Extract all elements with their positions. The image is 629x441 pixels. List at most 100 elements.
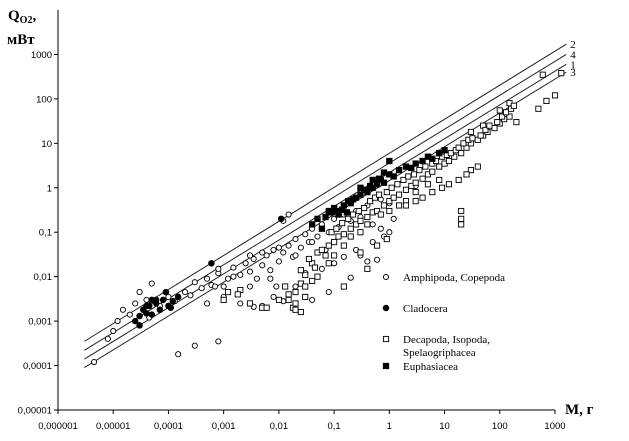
y-tick-label: 1 bbox=[47, 183, 52, 194]
y-tick-label: 0,01 bbox=[34, 272, 53, 283]
y-ticks: 0,00001 0,0001 0,001 0,01 0,1 1 10 100 1000 bbox=[18, 50, 58, 417]
series-1 bbox=[131, 215, 285, 329]
data-point bbox=[224, 275, 232, 282]
data-point bbox=[314, 215, 321, 222]
data-point bbox=[369, 176, 376, 184]
data-point bbox=[499, 113, 506, 120]
data-point bbox=[110, 327, 117, 335]
data-point bbox=[438, 184, 446, 191]
data-point bbox=[246, 252, 254, 259]
data-point bbox=[474, 163, 481, 170]
data-point bbox=[386, 229, 393, 236]
data-point bbox=[273, 283, 280, 290]
data-point bbox=[322, 213, 329, 221]
regression-line-label: 1 bbox=[570, 59, 576, 71]
data-point bbox=[203, 275, 211, 282]
data-point bbox=[159, 296, 167, 304]
data-point bbox=[136, 322, 143, 329]
data-point bbox=[361, 186, 368, 193]
data-point bbox=[390, 194, 397, 201]
data-point bbox=[374, 242, 381, 249]
data-point bbox=[419, 157, 426, 165]
data-point bbox=[215, 338, 222, 345]
data-point bbox=[182, 289, 189, 296]
series-3 bbox=[308, 147, 448, 232]
data-point bbox=[259, 249, 266, 256]
legend-marker bbox=[382, 335, 390, 343]
y-tick-label: 0,00001 bbox=[18, 406, 52, 417]
data-point bbox=[331, 239, 338, 246]
data-point bbox=[482, 126, 489, 134]
data-point bbox=[270, 293, 277, 300]
legend-label: Euphasiacea bbox=[403, 361, 458, 373]
data-point bbox=[259, 262, 266, 269]
data-point bbox=[386, 207, 393, 215]
data-point bbox=[377, 211, 384, 218]
y-axis-title: QO2, bbox=[8, 8, 36, 26]
x-tick-label: 0,0001 bbox=[154, 421, 183, 432]
data-point bbox=[167, 304, 174, 311]
y-tick-label: 100 bbox=[36, 94, 52, 105]
data-point bbox=[318, 225, 326, 232]
data-point bbox=[297, 244, 304, 251]
data-point bbox=[377, 225, 384, 232]
data-point bbox=[458, 215, 465, 222]
data-point bbox=[349, 211, 357, 218]
data-point bbox=[114, 318, 121, 325]
data-point bbox=[380, 179, 388, 186]
data-point bbox=[119, 306, 126, 313]
data-point bbox=[198, 285, 205, 292]
data-point bbox=[285, 291, 292, 298]
data-point bbox=[396, 191, 403, 198]
data-point bbox=[203, 300, 211, 307]
data-point bbox=[357, 249, 364, 256]
legend-label: Cladocera bbox=[403, 303, 448, 315]
data-point bbox=[340, 231, 347, 238]
data-point bbox=[230, 264, 237, 271]
data-point bbox=[458, 221, 465, 228]
data-point bbox=[325, 242, 332, 249]
data-point bbox=[318, 265, 325, 272]
data-point bbox=[369, 239, 376, 246]
data-point bbox=[369, 221, 376, 228]
data-point bbox=[355, 207, 362, 215]
data-point bbox=[402, 202, 410, 209]
regression-line-1 bbox=[84, 63, 567, 360]
data-point bbox=[345, 215, 352, 222]
data-point bbox=[543, 97, 550, 104]
data-point bbox=[469, 135, 476, 142]
data-point bbox=[395, 166, 403, 174]
regression-line-label: 2 bbox=[570, 39, 576, 51]
data-point bbox=[361, 204, 368, 212]
data-point bbox=[275, 296, 282, 303]
data-point bbox=[390, 173, 397, 180]
data-point bbox=[237, 300, 244, 307]
data-point bbox=[328, 229, 335, 236]
x-axis-title: M, г bbox=[565, 402, 594, 418]
data-point bbox=[309, 277, 316, 285]
data-point bbox=[408, 164, 415, 172]
data-point bbox=[246, 300, 254, 307]
data-point bbox=[292, 300, 299, 307]
legend-label: Amphipoda, Copepoda bbox=[403, 272, 505, 284]
data-point bbox=[353, 221, 360, 228]
data-point bbox=[297, 308, 304, 316]
data-point bbox=[429, 155, 436, 162]
data-point bbox=[347, 233, 354, 240]
data-point bbox=[309, 296, 316, 303]
data-point bbox=[162, 288, 170, 296]
data-point bbox=[451, 153, 458, 160]
data-point bbox=[143, 310, 150, 317]
data-point bbox=[322, 252, 329, 259]
data-point bbox=[340, 253, 347, 260]
legend-item: Euphasiacea bbox=[382, 361, 458, 373]
data-point bbox=[253, 275, 260, 282]
data-point bbox=[169, 297, 177, 305]
x-tick-label: 100 bbox=[492, 421, 508, 432]
data-point bbox=[302, 271, 309, 278]
data-point bbox=[410, 171, 418, 178]
data-point bbox=[513, 119, 520, 126]
data-point bbox=[390, 215, 397, 222]
data-point bbox=[314, 233, 321, 240]
series-0 bbox=[91, 182, 419, 366]
